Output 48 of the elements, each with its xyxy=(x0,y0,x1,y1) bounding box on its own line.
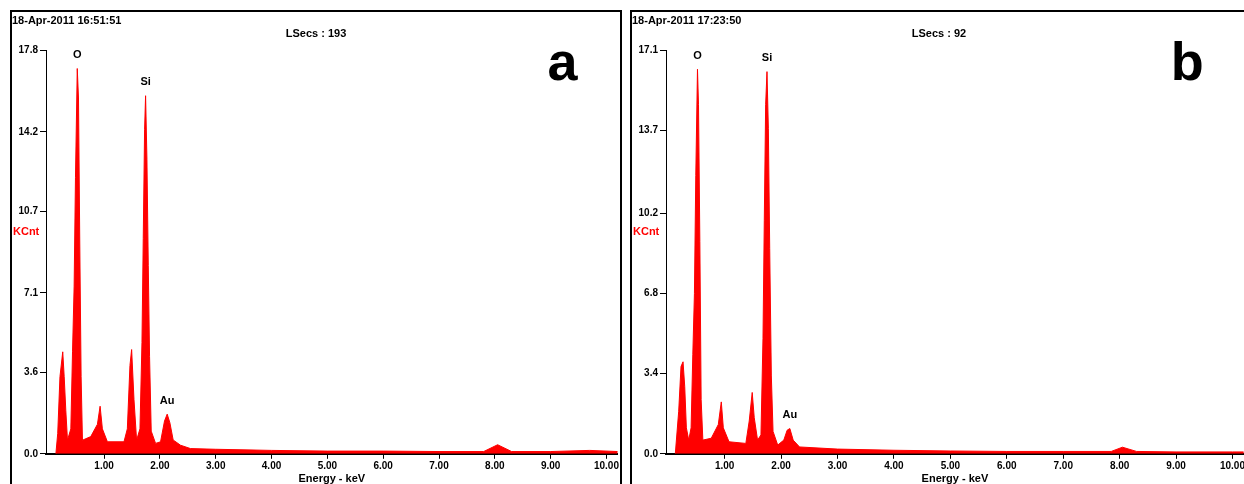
y-tick-label: 6.8 xyxy=(644,287,659,299)
x-tick-label: 3.00 xyxy=(827,459,848,471)
annotation: Au xyxy=(159,393,175,406)
y-tick-label: 3.4 xyxy=(644,367,659,379)
y-tick-label: 10.7 xyxy=(18,205,39,217)
y-tick-label: 14.2 xyxy=(18,125,39,137)
x-tick-label: 6.00 xyxy=(997,459,1017,471)
x-tick-label: 1.00 xyxy=(94,459,115,471)
annotation: b xyxy=(1170,31,1204,92)
y-axis-title: KCnt xyxy=(13,225,40,238)
chart-subtitle: LSecs : 193 xyxy=(285,26,347,39)
annotation: Si xyxy=(140,75,151,88)
x-tick-label: 9.00 xyxy=(540,459,561,471)
x-tick-label: 1.00 xyxy=(714,459,735,471)
x-tick-label: 2.00 xyxy=(771,459,792,471)
y-tick-label: 17.1 xyxy=(638,44,659,56)
x-tick-label: 4.00 xyxy=(261,459,282,471)
x-tick-label: 9.00 xyxy=(1166,459,1187,471)
x-axis-title: Energy - keV xyxy=(298,472,366,484)
y-tick-label: 0.0 xyxy=(24,447,39,459)
x-tick-label: 4.00 xyxy=(884,459,905,471)
x-tick-label: 8.00 xyxy=(485,459,505,471)
x-tick-label: 5.00 xyxy=(317,459,338,471)
annotation: O xyxy=(72,48,82,61)
annotation: Au xyxy=(782,408,798,421)
y-tick-label: 10.2 xyxy=(638,206,659,218)
chart-title: 18-Apr-2011 16:51:51 xyxy=(12,13,122,26)
x-tick-label: 5.00 xyxy=(940,459,961,471)
x-tick-label: 7.00 xyxy=(429,459,450,471)
chart-title: 18-Apr-2011 17:23:50 xyxy=(632,13,742,26)
x-tick-label: 2.00 xyxy=(150,459,171,471)
x-tick-label: 6.00 xyxy=(373,459,394,471)
x-tick-label: 10.00 xyxy=(593,459,620,471)
x-axis-title: Energy - keV xyxy=(921,472,989,484)
y-axis-title: KCnt xyxy=(633,225,660,238)
annotation: Si xyxy=(761,51,773,64)
x-tick-label: 8.00 xyxy=(1109,459,1130,471)
y-tick-label: 7.1 xyxy=(24,286,39,298)
y-tick-label: 13.7 xyxy=(638,124,659,136)
chart-subtitle: LSecs : 92 xyxy=(911,26,967,39)
y-tick-label: 0.0 xyxy=(644,447,659,459)
x-tick-label: 3.00 xyxy=(205,459,226,471)
x-tick-label: 10.00 xyxy=(1219,459,1244,471)
y-tick-label: 3.6 xyxy=(24,365,39,377)
annotation: a xyxy=(547,31,579,92)
annotation: O xyxy=(693,48,703,61)
x-tick-label: 7.00 xyxy=(1053,459,1074,471)
y-tick-label: 17.8 xyxy=(18,44,39,56)
